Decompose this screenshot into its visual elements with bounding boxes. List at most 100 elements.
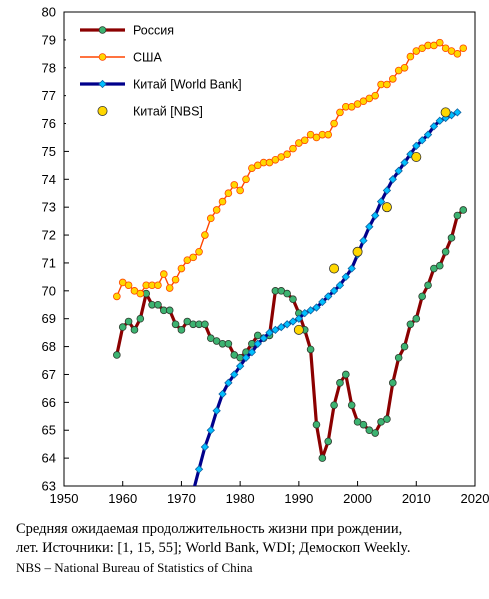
data-point: [429, 122, 439, 131]
data-point: [453, 50, 462, 58]
data-point: [288, 317, 298, 326]
data-point: [453, 108, 462, 117]
legend-marker: [98, 26, 107, 34]
series-1: [113, 206, 468, 462]
data-point: [154, 281, 162, 290]
y-tick-label: 68: [42, 339, 56, 354]
x-tick-label: 1960: [108, 491, 137, 506]
data-point: [113, 351, 121, 359]
data-point: [371, 91, 379, 100]
data-point: [124, 317, 133, 326]
data-point: [136, 314, 145, 323]
data-point: [371, 211, 380, 220]
y-tick-label: 73: [42, 200, 56, 215]
data-point: [329, 263, 340, 274]
data-point: [406, 52, 415, 61]
data-point: [347, 264, 356, 273]
data-point: [312, 303, 321, 312]
data-point: [376, 197, 386, 206]
data-point: [113, 292, 121, 301]
data-point: [212, 406, 221, 415]
data-point: [423, 130, 433, 139]
data-point: [230, 181, 239, 189]
data-point: [388, 379, 397, 387]
series-line: [193, 110, 459, 486]
data-point: [359, 420, 368, 429]
data-point: [406, 150, 415, 159]
data-point: [324, 437, 333, 446]
legend: Россия США Китай [World Bank] Китай [NBS]: [66, 14, 288, 124]
legend-label: США: [133, 51, 162, 65]
legend-item: Китай [World Bank]: [80, 78, 242, 92]
data-point: [283, 289, 291, 298]
y-tick-label: 78: [42, 60, 56, 75]
data-point: [165, 306, 174, 315]
x-tick-label: 1950: [50, 491, 79, 506]
data-point: [424, 281, 432, 290]
data-point: [318, 454, 327, 462]
y-tick-label: 70: [42, 283, 56, 298]
y-tick-label: 79: [42, 32, 56, 47]
legend-label: Россия: [133, 24, 174, 38]
data-point: [200, 442, 210, 452]
y-tick-label: 66: [42, 395, 56, 410]
data-point: [306, 306, 315, 315]
data-point: [259, 334, 268, 343]
data-point: [412, 141, 421, 151]
data-point: [218, 389, 227, 399]
data-point: [388, 175, 397, 184]
data-point: [177, 326, 186, 334]
data-point: [224, 378, 233, 388]
data-point: [406, 320, 415, 329]
data-point: [352, 246, 363, 257]
series-4: [293, 107, 451, 335]
data-point: [189, 253, 197, 262]
data-point: [400, 63, 409, 72]
data-point: [230, 370, 239, 379]
caption-line-3: NBS – National Bureau of Statistics of C…: [16, 560, 253, 575]
legend-item: Россия: [80, 24, 174, 38]
legend-label: Китай [NBS]: [133, 105, 203, 119]
x-tick-label: 1970: [167, 491, 196, 506]
data-point: [177, 264, 186, 273]
data-point: [459, 206, 468, 214]
data-point: [447, 234, 456, 242]
caption-line-1: Средняя ожидаемая продолжительность жизн…: [16, 521, 403, 537]
life-expectancy-chart: 63 64 65 66 67 68 69 70 71 72 73 74 75 76 77 78 79 80 1950…: [42, 5, 489, 507]
data-point: [265, 328, 274, 337]
data-point: [330, 401, 338, 409]
data-point: [347, 401, 356, 409]
x-tick-label: 2000: [343, 491, 372, 506]
data-point: [206, 214, 215, 223]
x-tick-label: 2010: [402, 491, 431, 506]
y-tick-label: 72: [42, 228, 56, 243]
data-point: [400, 342, 409, 351]
y-tick-label: 69: [42, 311, 56, 326]
data-point: [294, 314, 304, 323]
data-point: [324, 130, 333, 139]
data-point: [300, 136, 309, 145]
data-point: [195, 247, 203, 256]
data-point: [253, 339, 262, 348]
data-point: [194, 465, 204, 474]
data-point: [235, 361, 245, 371]
legend-item: США: [80, 51, 162, 65]
y-tick-label: 71: [42, 255, 56, 270]
data-point: [300, 308, 309, 318]
data-point: [154, 300, 162, 309]
data-point: [365, 222, 374, 231]
legend-marker: [97, 106, 108, 117]
data-point: [359, 236, 368, 245]
legend-marker: [98, 53, 107, 61]
data-point: [417, 136, 427, 145]
data-point: [242, 175, 250, 184]
series-2: [113, 38, 468, 301]
data-point: [241, 353, 251, 362]
x-tick-label: 2020: [461, 491, 489, 506]
data-point: [394, 166, 403, 176]
y-tick-label: 80: [42, 5, 56, 20]
y-tick-label: 76: [42, 116, 56, 131]
data-point: [271, 325, 280, 335]
data-point: [330, 119, 338, 128]
data-point: [201, 320, 209, 329]
